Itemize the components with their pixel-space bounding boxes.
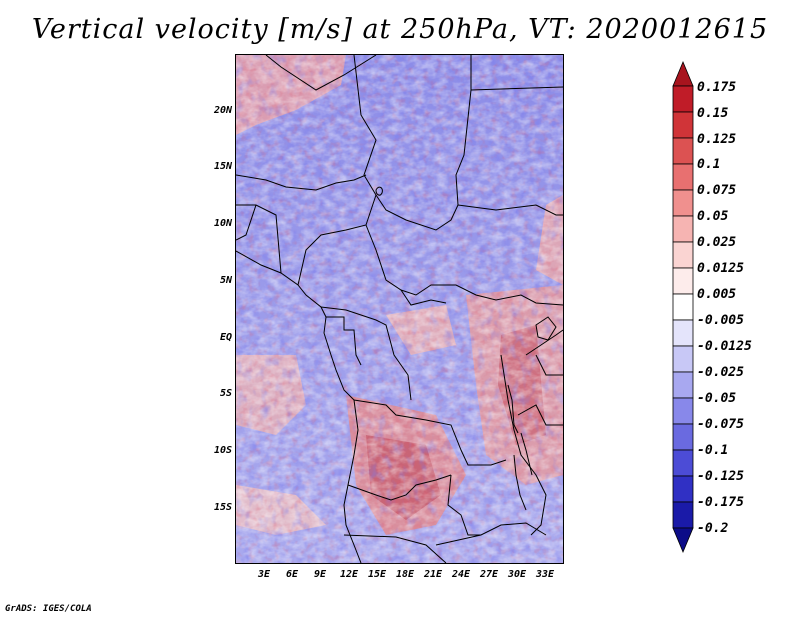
colorbar-label-0.0125: 0.0125 [697,261,744,276]
lon-label-30e: 30E [507,569,527,580]
colorbar-swatch [672,449,694,477]
lon-label-12e: 12E [339,569,359,580]
lon-label-9e: 9E [313,569,327,580]
lon-label-21e: 21E [423,569,443,580]
colorbar-swatch [672,241,694,269]
colorbar-label-0.05: 0.05 [697,209,729,224]
lon-label-18e: 18E [395,569,415,580]
lakes [375,186,557,511]
lat-label-5n: 5N [219,275,232,286]
colorbar-label-neg0.005: -0.005 [697,313,744,328]
lat-label-10n: 10N [213,218,232,229]
colorbar-label-0.075: 0.075 [697,183,737,198]
colorbar-swatch [672,137,694,165]
colorbar-label-neg0.05: -0.05 [697,391,737,406]
colorbar-label-0.005: 0.005 [697,287,737,302]
colorbar-swatch [672,163,694,191]
colorbar-label-neg0.075: -0.075 [697,417,744,432]
colorbar-svg [672,60,694,554]
map-canvas [236,55,563,563]
country-borders [236,55,563,563]
vertical-velocity-map[interactable] [235,54,564,564]
colorbar-label-neg0.175: -0.175 [697,495,744,510]
colorbar [669,60,697,564]
colorbar-swatch [672,501,694,529]
colorbar-swatch [672,345,694,373]
lat-label-15n: 15N [213,161,232,172]
lat-label-20n: 20N [213,105,232,116]
lat-label-eq: EQ [219,332,232,343]
plot-title: Vertical velocity [m/s] at 250hPa, VT: 2… [31,14,769,45]
colorbar-label-neg0.2: -0.2 [697,521,729,536]
colorbar-label-0.175: 0.175 [697,80,737,95]
colorbar-swatch [672,319,694,347]
colorbar-label-neg0.0125: -0.0125 [697,339,752,354]
colorbar-swatch [672,215,694,243]
lat-label-15s: 15S [213,502,232,513]
colorbar-swatch [672,267,694,295]
colorbar-swatch [672,397,694,425]
lat-label-5s: 5S [219,388,232,399]
colorbar-swatch [672,189,694,217]
colorbar-label-0.15: 0.15 [697,106,729,121]
lon-label-3e: 3E [257,569,271,580]
colorbar-swatch [672,85,694,113]
colorbar-swatch [672,111,694,139]
lon-label-24e: 24E [451,569,471,580]
colorbar-label-neg0.1: -0.1 [697,443,729,458]
colorbar-label-0.1: 0.1 [697,157,721,172]
colorbar-swatch [672,423,694,451]
colorbar-label-0.025: 0.025 [697,235,737,250]
colorbar-swatch [672,475,694,503]
lon-label-6e: 6E [285,569,299,580]
colorbar-label-neg0.025: -0.025 [697,365,744,380]
colorbar-swatch [672,371,694,399]
lat-label-10s: 10S [213,445,232,456]
field-texture-white [236,55,563,563]
lon-label-33e: 33E [535,569,555,580]
colorbar-label-neg0.125: -0.125 [697,469,744,484]
grads-credit: GrADS: IGES/COLA [5,604,92,614]
colorbar-swatch [672,293,694,321]
colorbar-bottom-triangle [672,527,694,554]
colorbar-top-triangle [672,60,694,87]
lon-label-27e: 27E [479,569,499,580]
colorbar-label-0.125: 0.125 [697,132,737,147]
lon-label-15e: 15E [367,569,387,580]
